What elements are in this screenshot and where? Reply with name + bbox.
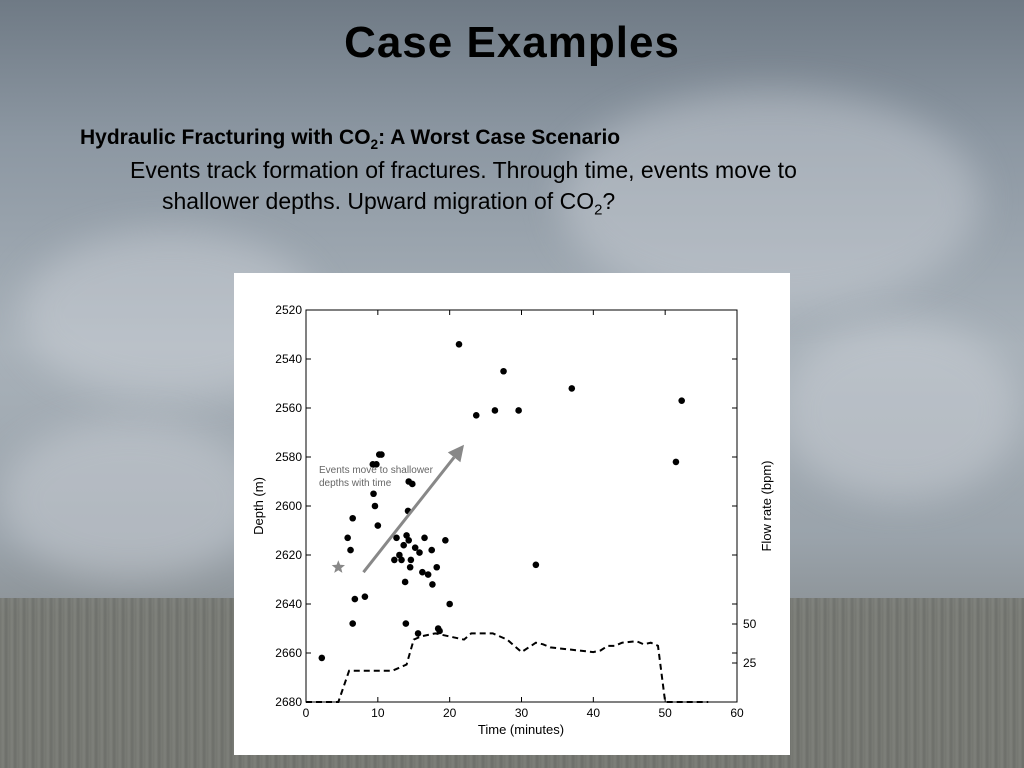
event-point — [371, 502, 379, 510]
event-point — [532, 561, 540, 569]
y2-tick-label: 50 — [743, 617, 757, 631]
y-tick-label: 2560 — [275, 401, 302, 415]
event-point — [434, 625, 442, 632]
event-point — [419, 568, 426, 576]
x-tick-label: 20 — [443, 706, 457, 720]
event-point — [318, 654, 326, 662]
event-point — [401, 578, 409, 586]
chart-figure: 2520 2540 2560 2580 2600 2620 2640 2660 2680 0 10… — [234, 273, 790, 755]
arrow-shaft — [362, 456, 456, 574]
y2-axis-label: Flow rate (bpm) — [759, 460, 774, 551]
x-tick-label: 60 — [730, 706, 744, 720]
event-point — [370, 490, 377, 498]
x-tick-label: 30 — [515, 706, 529, 720]
x-tick-label: 0 — [303, 706, 310, 720]
event-point — [428, 546, 436, 554]
y-tick-label: 2640 — [275, 597, 302, 611]
x-axis-label: Time (minutes) — [478, 722, 564, 737]
event-point — [678, 397, 685, 404]
y-tick-label: 2580 — [275, 450, 302, 464]
y-axis-ticks: 2520 2540 2560 2580 2600 2620 2640 2660 2680 — [275, 303, 737, 709]
event-point — [500, 367, 507, 375]
arrow-head — [447, 444, 465, 463]
x-tick-label: 50 — [658, 706, 672, 720]
event-point — [442, 537, 449, 544]
flow-rate-line — [306, 632, 709, 703]
event-point — [349, 620, 356, 627]
y-axis-label: Depth (m) — [251, 477, 266, 535]
x-axis-ticks: 0 10 20 30 40 50 60 — [303, 310, 744, 720]
slide-title: Case Examples — [344, 18, 680, 67]
trend-arrow — [331, 444, 465, 574]
event-point — [373, 461, 380, 468]
event-point — [374, 522, 382, 529]
event-point — [400, 541, 407, 549]
event-point — [433, 563, 441, 571]
event-point — [405, 478, 413, 485]
event-point — [491, 407, 499, 414]
injection-star-marker — [331, 560, 345, 573]
event-point — [402, 620, 410, 627]
event-point — [455, 341, 463, 348]
event-point — [406, 563, 414, 571]
y2-tick-label: 25 — [743, 656, 757, 670]
event-points — [318, 341, 685, 662]
body-line-2: shallower depths. Upward migration of CO… — [162, 188, 616, 219]
event-point — [347, 546, 354, 554]
event-point — [349, 514, 356, 522]
event-point — [407, 556, 415, 564]
x-tick-label: 10 — [371, 706, 385, 720]
event-point — [391, 556, 398, 564]
event-point — [414, 630, 422, 637]
annotation-line-1: Events move to shallower — [319, 465, 434, 476]
event-point — [398, 556, 405, 564]
body-line-1: Events track formation of fractures. Thr… — [130, 157, 797, 183]
event-point — [429, 581, 436, 588]
event-point — [446, 600, 453, 608]
event-point — [405, 537, 413, 544]
x-tick-label: 40 — [587, 706, 601, 720]
event-point — [411, 544, 419, 551]
event-point — [378, 451, 385, 458]
y-tick-label: 2600 — [275, 499, 302, 513]
event-point — [361, 593, 369, 600]
event-point — [515, 407, 522, 414]
y-tick-label: 2680 — [275, 695, 302, 709]
event-point — [421, 534, 428, 542]
event-point — [344, 534, 351, 542]
event-point — [416, 549, 423, 556]
event-point — [568, 385, 576, 392]
annotation-line-2: depths with time — [319, 478, 392, 489]
event-point — [472, 412, 480, 419]
event-point — [424, 571, 432, 578]
event-point — [351, 595, 359, 603]
flow-rate-path — [306, 632, 709, 703]
y-tick-label: 2520 — [275, 303, 302, 317]
y-tick-label: 2660 — [275, 646, 302, 660]
y-tick-label: 2540 — [275, 352, 302, 366]
subheading: Hydraulic Fracturing with CO2: A Worst C… — [80, 126, 621, 153]
event-point — [393, 534, 400, 542]
y2-axis-ticks: 50 25 — [732, 617, 757, 670]
event-point — [672, 458, 680, 466]
plot-frame — [305, 309, 738, 703]
y-tick-label: 2620 — [275, 548, 302, 562]
